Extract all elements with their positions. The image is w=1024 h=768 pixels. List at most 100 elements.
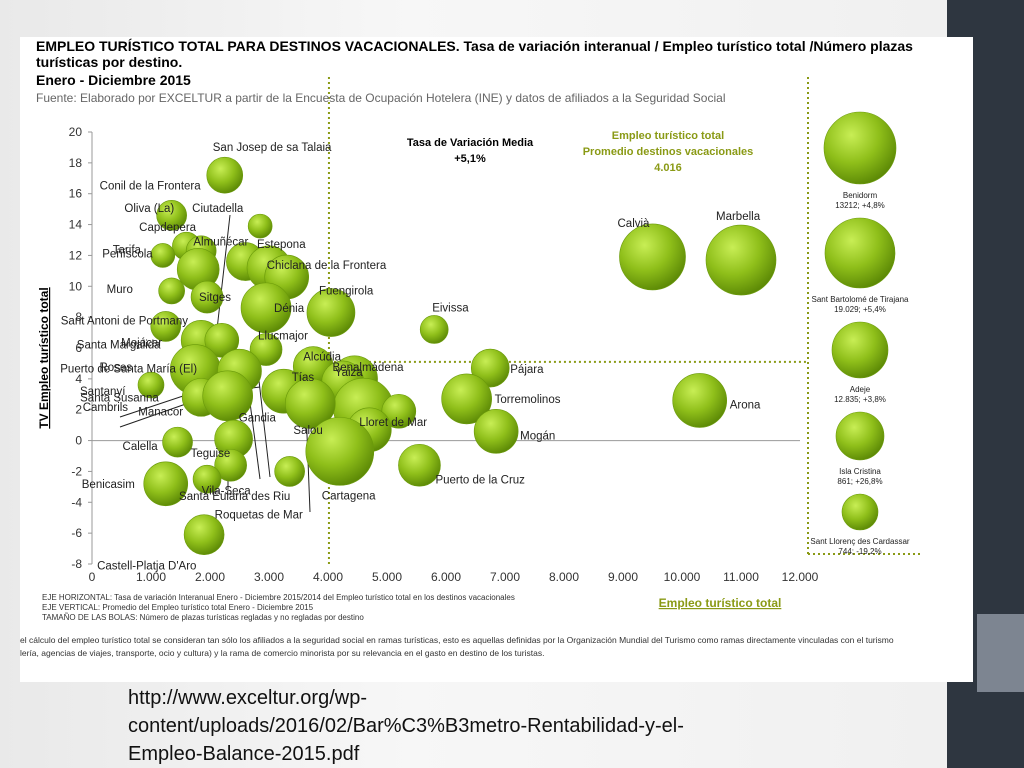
bubble-point [158, 277, 185, 305]
y-tick-label: 6 [75, 341, 82, 355]
y-tick-label: 8 [75, 310, 82, 324]
mean-employment-value: 4.016 [654, 162, 682, 174]
legend-bubble [835, 411, 885, 461]
bubble-point [247, 213, 273, 239]
bubble-label: Calella [123, 441, 159, 453]
y-tick-label: -4 [71, 495, 82, 509]
bubble-point [150, 243, 176, 268]
bubble-label: Gandia [239, 412, 277, 424]
source-url[interactable]: http://www.exceltur.org/wp- content/uplo… [128, 684, 928, 768]
bubble-label: Capdepera [139, 222, 197, 234]
bubble-point [150, 311, 182, 342]
legend-label: Benidorm [843, 191, 878, 200]
note-vertical-axis: EJE VERTICAL: Promedio del Empleo turíst… [42, 603, 314, 612]
leader-arrow [257, 371, 271, 478]
bubble-point [190, 280, 224, 314]
legend-detail: 13212; +4,8% [835, 201, 885, 210]
chart-title-line-2: turísticas por destino. [36, 54, 183, 70]
bubble-label: Puerto de la Cruz [435, 474, 525, 486]
x-tick-label: 6.000 [431, 570, 461, 584]
bubble-label: Cartagena [322, 490, 376, 502]
legend-bubble [831, 321, 889, 379]
bubble-label: San Josep de sa Talaia [213, 142, 332, 154]
y-tick-label: 18 [69, 156, 83, 170]
x-tick-label: 9.000 [608, 570, 638, 584]
bubble-label: Pájara [510, 364, 544, 376]
bubble-point [162, 426, 193, 458]
bubble-point [305, 417, 375, 486]
x-tick-label: 2.000 [195, 570, 225, 584]
legend-detail: 861; +26,8% [837, 477, 882, 486]
bubble-label: Marbella [716, 211, 761, 223]
source-url-line-2[interactable]: content/uploads/2016/02/Bar%C3%B3metro-R… [128, 715, 684, 737]
legend-label: Sant Bartolomé de Tirajana [812, 295, 909, 304]
bubble-point [249, 333, 283, 366]
bubble-point [206, 156, 244, 194]
bubble-point [204, 322, 240, 358]
bubble-label: Conil de la Frontera [100, 180, 202, 192]
bubble-label: Calvià [618, 218, 651, 230]
bubble-point [398, 443, 441, 487]
bubble-label: Fuengirola [319, 286, 374, 298]
legend-bubble [823, 111, 897, 185]
bubble-point [214, 448, 247, 482]
mean-employment-subtitle: Promedio destinos vacacionales [583, 146, 754, 158]
bubble-label: Mojácar [121, 337, 162, 349]
bubble-point [183, 514, 225, 555]
mean-variation-title: Tasa de Variación Media [407, 137, 534, 149]
bubble-label: Benicasim [82, 479, 135, 491]
bubble-point [137, 371, 165, 399]
x-tick-label: 11.000 [723, 570, 759, 584]
y-tick-label: 20 [69, 125, 83, 139]
source-url-line-3[interactable]: Empleo-Balance-2015.pdf [128, 743, 360, 765]
y-tick-label: 2 [75, 403, 82, 417]
bubble-label: Cambrils [83, 402, 129, 414]
bubble-point [306, 288, 356, 337]
mean-employment-title: Empleo turístico total [612, 130, 724, 142]
y-tick-label: 14 [69, 218, 83, 232]
bubble-label: Tarifa [113, 244, 142, 256]
legend-bubble [824, 217, 896, 289]
bubble-label: Puerto de Santa María (El) [60, 364, 197, 376]
x-tick-label: 7.000 [490, 570, 520, 584]
x-tick-label: 10.000 [664, 570, 701, 584]
bubble-label: Castell-Platja D'Aro [97, 561, 196, 573]
bubble-label: Dénia [274, 303, 305, 315]
bubble-label: Santanyí [80, 386, 126, 398]
bubble-label: Lloret de Mar [359, 417, 427, 429]
bubble-label: Benalmádena [333, 362, 405, 374]
bubble-point [192, 464, 222, 494]
bubble-label: Roquetas de Mar [215, 509, 303, 521]
bubble-label: Vila-Seca [202, 485, 252, 497]
bubble-label: Tías [292, 372, 315, 384]
bubble-label: Teguise [191, 448, 231, 460]
bubble-label: Arona [730, 399, 761, 411]
bubble-label: Chiclana de la Frontera [267, 260, 387, 272]
legend-detail: 744; -19,2% [838, 547, 881, 556]
x-axis-label: Empleo turístico total [659, 596, 782, 610]
legend-label: Isla Cristina [839, 467, 881, 476]
bubble-label: Santa Margalida [77, 339, 161, 351]
x-tick-label: 8.000 [549, 570, 579, 584]
footnote-line-2: lería, agencias de viajes, transporte, o… [20, 648, 545, 658]
source-url-line-1[interactable]: http://www.exceltur.org/wp- [128, 687, 367, 709]
chart-image: 20 18 16 14 12 10 8 6 4 2 0 -2 -4 -6 -8 0 1.000 2.000 3.00… [20, 37, 973, 682]
bubble-label: Estepona [257, 239, 306, 251]
bubble-label: Santa Eularia des Riu [179, 491, 290, 503]
chart-source: Fuente: Elaborado por EXCELTUR a partir … [36, 91, 726, 105]
bubble-label: Oliva (La) [124, 203, 174, 215]
x-tick-label: 4.000 [313, 570, 343, 584]
bubble-label: Sant Antoni de Portmany [61, 315, 188, 327]
chart-period: Enero - Diciembre 2015 [36, 72, 191, 88]
legend-bubble [841, 493, 879, 531]
bubble-label: Alcúdia [303, 352, 341, 364]
bubble-label: Santa Susanna [80, 392, 159, 404]
legend-label: Sant Llorenç des Cardassar [810, 537, 910, 546]
bubble-label: Salou [293, 425, 322, 437]
bubble-point [470, 348, 510, 388]
note-bubble-size: TAMAÑO DE LAS BOLAS: Número de plazas tu… [42, 613, 364, 622]
bubble-point [143, 461, 189, 507]
x-tick-label: 3.000 [254, 570, 284, 584]
bubble-label: Eivissa [432, 302, 469, 314]
